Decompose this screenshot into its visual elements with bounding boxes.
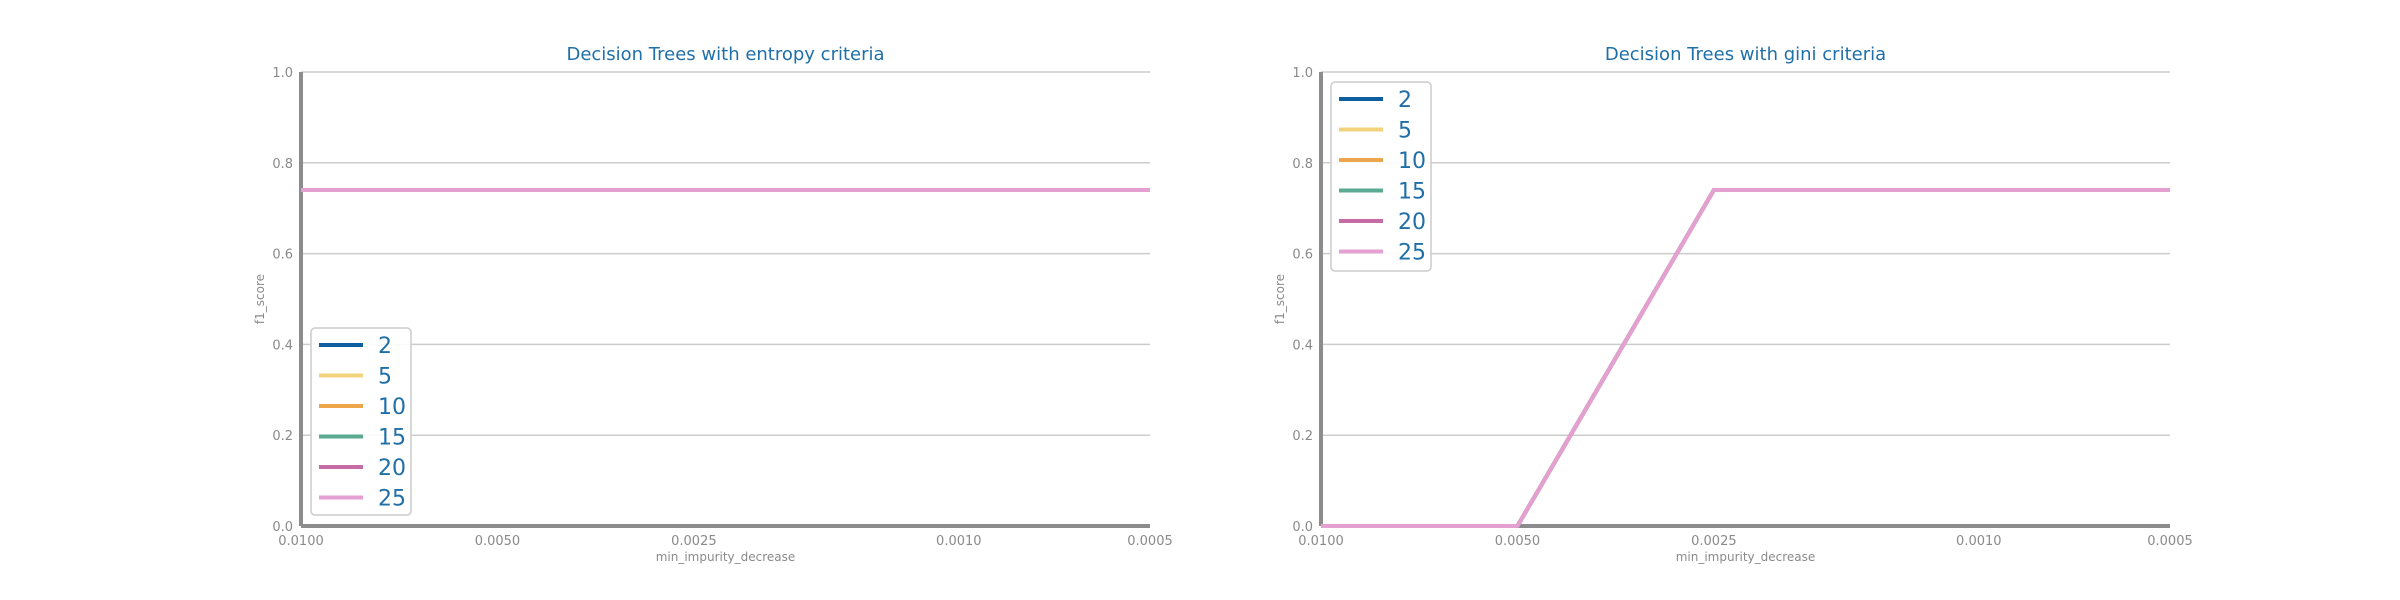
x-tick-label: 0.0050 xyxy=(475,534,521,549)
y-tick-label: 0.4 xyxy=(272,338,293,353)
y-axis-label: f1_score xyxy=(253,274,267,324)
chart-panel-1: 0.0 0.2 0.4 0.6 0.8 1.0 0.0100 0.0050 0.0025 0.00… xyxy=(1273,44,2193,564)
y-tick-label: 0.8 xyxy=(272,157,293,172)
x-tick-label: 0.0005 xyxy=(2147,534,2193,549)
legend-entry: 10 xyxy=(1398,149,1426,174)
legend-entry: 5 xyxy=(378,365,392,390)
x-tick-label: 0.0005 xyxy=(1127,534,1173,549)
x-tick-label: 0.0025 xyxy=(671,534,717,549)
x-tick-label: 0.0050 xyxy=(1495,534,1541,549)
series-line-20 xyxy=(1321,188,2170,528)
x-axis-label: min_impurity_decrease xyxy=(1676,550,1816,564)
chart-title: Decision Trees with gini criteria xyxy=(1605,44,1886,65)
chart-panel-0: 0.0 0.2 0.4 0.6 0.8 1.0 0.0100 0.0050 0.0025 0.00… xyxy=(253,44,1173,564)
y-axis-label: f1_score xyxy=(1273,274,1287,324)
legend-entry: 20 xyxy=(378,456,406,481)
legend-entry: 2 xyxy=(1398,88,1412,113)
x-tick-label: 0.0010 xyxy=(1956,534,2002,549)
x-axis-label: min_impurity_decrease xyxy=(656,550,796,564)
series-line-5 xyxy=(1321,188,2170,528)
x-tick-label: 0.0025 xyxy=(1691,534,1737,549)
y-tick-label: 1.0 xyxy=(1292,66,1313,81)
legend-entry: 10 xyxy=(378,395,406,420)
legend-entry: 15 xyxy=(1398,180,1426,205)
series-line-15 xyxy=(1321,188,2170,528)
y-tick-label: 0.2 xyxy=(1292,429,1313,444)
chart-title: Decision Trees with entropy criteria xyxy=(566,44,884,65)
legend-entry: 25 xyxy=(1398,241,1426,266)
x-tick-label: 0.0100 xyxy=(278,534,324,549)
y-tick-label: 0.6 xyxy=(272,248,293,263)
y-tick-label: 0.0 xyxy=(1292,520,1313,535)
legend-entry: 5 xyxy=(1398,119,1412,144)
y-tick-label: 0.0 xyxy=(272,520,293,535)
y-tick-label: 0.4 xyxy=(1292,338,1313,353)
y-tick-label: 0.8 xyxy=(1292,157,1313,172)
y-tick-label: 0.2 xyxy=(272,429,293,444)
y-tick-label: 0.6 xyxy=(1292,248,1313,263)
legend-entry: 2 xyxy=(378,334,392,359)
series-line-2 xyxy=(1321,188,2170,528)
series-line-25 xyxy=(1321,188,2170,528)
x-tick-label: 0.0100 xyxy=(1298,534,1344,549)
legend-entry: 25 xyxy=(378,487,406,512)
legend-entry: 15 xyxy=(378,426,406,451)
series-line-10 xyxy=(1321,188,2170,528)
y-tick-label: 1.0 xyxy=(272,66,293,81)
x-tick-label: 0.0010 xyxy=(936,534,982,549)
legend-entry: 20 xyxy=(1398,210,1426,235)
